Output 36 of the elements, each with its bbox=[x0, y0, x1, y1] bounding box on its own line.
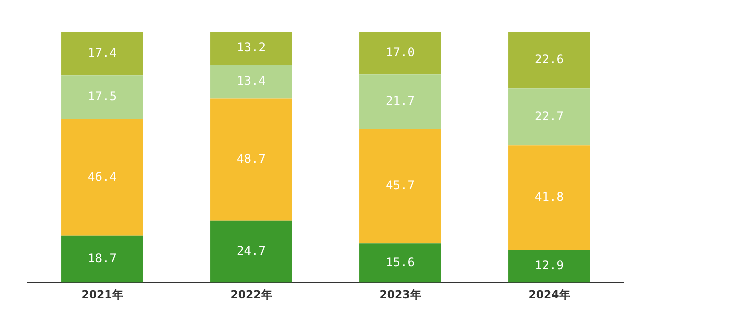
bar bbox=[210, 98, 292, 221]
bar bbox=[508, 32, 590, 89]
data-label: 17.0 bbox=[386, 45, 415, 60]
data-label: 17.4 bbox=[88, 46, 117, 60]
bar bbox=[62, 120, 144, 236]
x-tick-label: 2021年 bbox=[82, 288, 124, 302]
data-label: 45.7 bbox=[386, 178, 415, 192]
bar bbox=[210, 32, 292, 66]
bar bbox=[360, 129, 442, 244]
bar bbox=[508, 146, 590, 250]
data-label: 48.7 bbox=[237, 152, 266, 166]
bar bbox=[62, 32, 144, 76]
data-label: 24.7 bbox=[237, 244, 266, 258]
bar bbox=[62, 236, 144, 283]
data-label: 22.6 bbox=[535, 52, 564, 66]
bar bbox=[62, 76, 144, 120]
data-label: 22.7 bbox=[535, 109, 564, 124]
bar bbox=[210, 65, 292, 99]
data-label: 46.4 bbox=[88, 170, 117, 184]
data-label: 18.7 bbox=[88, 251, 117, 266]
bar bbox=[508, 250, 590, 283]
x-tick-label: 2022年 bbox=[230, 288, 272, 302]
x-tick-label: 2024年 bbox=[528, 288, 570, 302]
data-label: 13.4 bbox=[237, 74, 266, 88]
bar bbox=[210, 220, 292, 283]
bar bbox=[360, 74, 442, 130]
data-label: 21.7 bbox=[386, 94, 415, 108]
bar bbox=[360, 32, 442, 75]
data-label: 15.6 bbox=[386, 255, 415, 270]
x-tick-label: 2023年 bbox=[380, 288, 422, 302]
data-label: 13.2 bbox=[237, 40, 266, 55]
bar bbox=[508, 88, 590, 146]
data-label: 12.9 bbox=[535, 258, 564, 273]
bar bbox=[360, 244, 442, 283]
data-label: 41.8 bbox=[535, 190, 564, 204]
data-label: 17.5 bbox=[88, 90, 117, 104]
